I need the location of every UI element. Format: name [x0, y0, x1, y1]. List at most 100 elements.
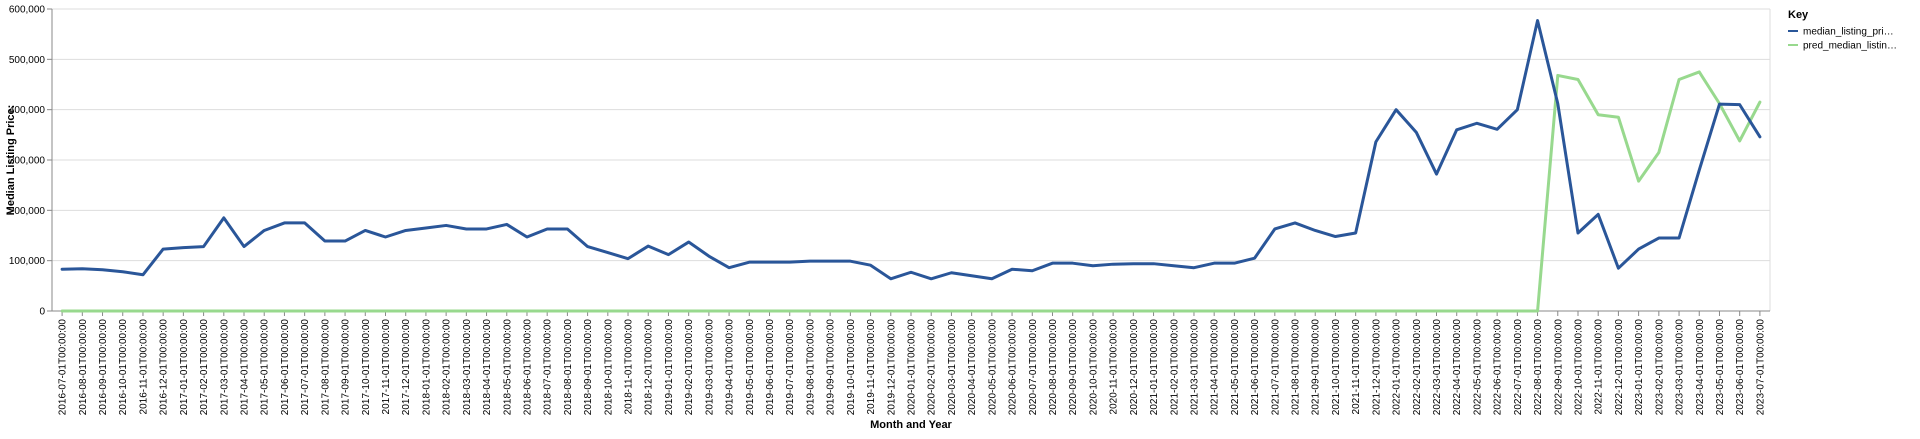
- legend-label: pred_median_listin…: [1803, 41, 1897, 52]
- x-tick-label: 2017-01-01T00:00:00: [179, 319, 190, 416]
- x-tick-label: 2019-01-01T00:00:00: [664, 319, 675, 416]
- axes: 0 100,000 200,000 300,000 400,000 500,000 600,…: [9, 5, 1770, 416]
- y-tick-label: 600,000: [9, 5, 46, 16]
- x-tick-label: 2020-12-01T00:00:00: [1129, 319, 1140, 416]
- x-tick-label: 2017-04-01T00:00:00: [240, 319, 251, 416]
- x-tick-label: 2018-09-01T00:00:00: [583, 319, 594, 416]
- x-tick-label: 2018-08-01T00:00:00: [563, 319, 574, 416]
- x-tick-label: 2018-11-01T00:00:00: [624, 319, 635, 415]
- x-tick-label: 2018-10-01T00:00:00: [603, 319, 614, 416]
- legend-entries: median_listing_pri… pred_median_listin…: [1788, 27, 1897, 52]
- x-tick-label: 2021-05-01T00:00:00: [1230, 319, 1241, 416]
- x-tick-label: 2016-09-01T00:00:00: [98, 319, 109, 416]
- legend-title: Key: [1788, 9, 1809, 21]
- x-tick-label: 2023-02-01T00:00:00: [1654, 319, 1665, 416]
- x-tick-label: 2022-06-01T00:00:00: [1493, 319, 1504, 416]
- x-tick-label: 2018-02-01T00:00:00: [442, 319, 453, 416]
- x-tick-label: 2018-05-01T00:00:00: [502, 319, 513, 416]
- x-tick-label: 2019-02-01T00:00:00: [684, 319, 695, 416]
- y-tick-label: 500,000: [9, 55, 46, 66]
- y-tick-label: 0: [39, 307, 45, 318]
- x-tick-label: 2021-02-01T00:00:00: [1169, 319, 1180, 416]
- x-tick-label: 2018-01-01T00:00:00: [421, 319, 432, 416]
- x-tick-label: 2018-07-01T00:00:00: [543, 319, 554, 416]
- x-tick-label: 2016-10-01T00:00:00: [118, 319, 129, 416]
- y-tick-label: 300,000: [9, 156, 46, 167]
- x-tick-label: 2022-05-01T00:00:00: [1472, 319, 1483, 416]
- y-tick-label: 100,000: [9, 256, 46, 267]
- legend-label: median_listing_pri…: [1803, 27, 1894, 38]
- x-tick-label: 2022-03-01T00:00:00: [1432, 319, 1443, 416]
- x-tick-label: 2020-09-01T00:00:00: [1068, 319, 1079, 416]
- x-tick-label: 2023-03-01T00:00:00: [1675, 319, 1686, 416]
- x-tick-label: 2016-08-01T00:00:00: [78, 319, 89, 416]
- x-tick-label: 2020-04-01T00:00:00: [967, 319, 978, 416]
- x-tick-label: 2021-06-01T00:00:00: [1250, 319, 1261, 416]
- x-tick-label: 2017-02-01T00:00:00: [199, 319, 210, 416]
- x-tick-label: 2020-11-01T00:00:00: [1109, 319, 1120, 415]
- x-tick-label: 2022-09-01T00:00:00: [1553, 319, 1564, 416]
- grid: [52, 8, 1771, 312]
- x-tick-label: 2018-12-01T00:00:00: [644, 319, 655, 416]
- x-tick-label: 2016-11-01T00:00:00: [138, 319, 149, 415]
- x-tick-label: 2021-03-01T00:00:00: [1189, 319, 1200, 416]
- x-tick-label: 2023-07-01T00:00:00: [1755, 319, 1766, 416]
- series-lines: [60, 19, 1762, 313]
- x-tick-label: 2022-04-01T00:00:00: [1452, 319, 1463, 416]
- x-tick-label: 2021-11-01T00:00:00: [1351, 319, 1362, 415]
- x-tick-label: 2021-01-01T00:00:00: [1149, 319, 1160, 416]
- x-axis-title: Month and Year: [870, 419, 952, 431]
- x-tick-label: 2019-07-01T00:00:00: [785, 319, 796, 416]
- x-tick-label: 2023-05-01T00:00:00: [1715, 319, 1726, 416]
- x-tick-label: 2019-10-01T00:00:00: [846, 319, 857, 416]
- x-tick-label: 2020-02-01T00:00:00: [927, 319, 938, 416]
- x-tick-label: 2016-07-01T00:00:00: [58, 319, 69, 416]
- x-tick-label: 2019-05-01T00:00:00: [745, 319, 756, 416]
- x-tick-label: 2017-09-01T00:00:00: [341, 319, 352, 416]
- x-tick-label: 2020-01-01T00:00:00: [907, 319, 918, 416]
- x-tick-label: 2019-11-01T00:00:00: [866, 319, 877, 415]
- x-tick-label: 2017-03-01T00:00:00: [219, 319, 230, 416]
- x-tick-label: 2019-09-01T00:00:00: [826, 319, 837, 416]
- x-tick-label: 2020-08-01T00:00:00: [1048, 319, 1059, 416]
- x-tick-label: 2021-12-01T00:00:00: [1371, 319, 1382, 416]
- x-tick-label: 2019-06-01T00:00:00: [765, 319, 776, 416]
- x-tick-label: 2021-07-01T00:00:00: [1270, 319, 1281, 416]
- x-tick-label: 2017-07-01T00:00:00: [300, 319, 311, 416]
- x-tick-label: 2020-05-01T00:00:00: [987, 319, 998, 416]
- x-tick-label: 2018-03-01T00:00:00: [462, 319, 473, 416]
- legend[interactable]: Key median_listing_pri… pred_median_listi…: [1788, 9, 1897, 52]
- x-tick-label: 2023-01-01T00:00:00: [1634, 319, 1645, 416]
- x-tick-label: 2022-12-01T00:00:00: [1614, 319, 1625, 416]
- x-tick-label: 2017-12-01T00:00:00: [401, 319, 412, 416]
- y-tick-label: 400,000: [9, 105, 46, 116]
- x-tick-label: 2022-01-01T00:00:00: [1392, 319, 1403, 416]
- x-tick-label: 2017-08-01T00:00:00: [320, 319, 331, 416]
- series-line[interactable]: [60, 19, 1762, 281]
- x-tick-label: 2022-07-01T00:00:00: [1513, 319, 1524, 416]
- x-tick-label: 2019-04-01T00:00:00: [725, 319, 736, 416]
- x-tick-label: 2017-10-01T00:00:00: [361, 319, 372, 416]
- series-line[interactable]: [60, 70, 1762, 313]
- x-tick-label: 2023-04-01T00:00:00: [1695, 319, 1706, 416]
- x-tick-label: 2020-10-01T00:00:00: [1088, 319, 1099, 416]
- x-tick-label: 2017-06-01T00:00:00: [280, 319, 291, 416]
- y-axis-title: Median Listing Price:: [5, 105, 17, 216]
- x-tick-label: 2020-07-01T00:00:00: [1028, 319, 1039, 416]
- x-tick-label: 2022-10-01T00:00:00: [1573, 319, 1584, 416]
- x-tick-label: 2019-12-01T00:00:00: [886, 319, 897, 416]
- x-tick-label: 2022-02-01T00:00:00: [1412, 319, 1423, 416]
- x-tick-label: 2019-03-01T00:00:00: [704, 319, 715, 416]
- y-tick-label: 200,000: [9, 206, 46, 217]
- x-tick-label: 2021-09-01T00:00:00: [1311, 319, 1322, 416]
- x-tick-label: 2022-08-01T00:00:00: [1533, 319, 1544, 416]
- x-tick-label: 2016-12-01T00:00:00: [159, 319, 170, 416]
- x-tick-label: 2017-11-01T00:00:00: [381, 319, 392, 415]
- x-tick-label: 2022-11-01T00:00:00: [1594, 319, 1605, 415]
- x-tick-label: 2021-08-01T00:00:00: [1291, 319, 1302, 416]
- x-tick-label: 2018-04-01T00:00:00: [482, 319, 493, 416]
- x-tick-label: 2019-08-01T00:00:00: [805, 319, 816, 416]
- x-tick-label: 2017-05-01T00:00:00: [260, 319, 271, 416]
